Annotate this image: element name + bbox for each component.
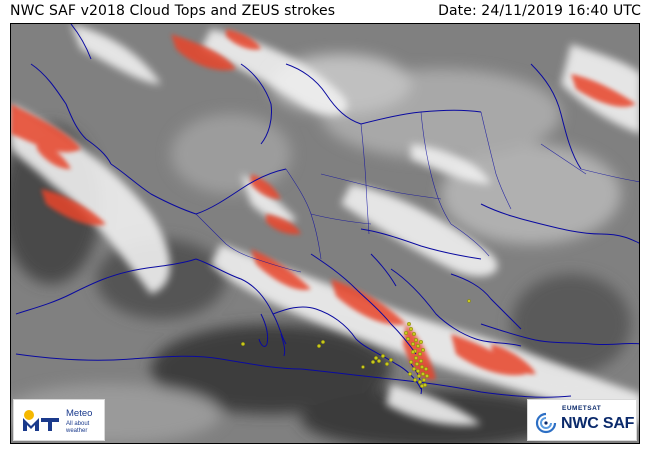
map-title: NWC SAF v2018 Cloud Tops and ZEUS stroke… — [10, 3, 336, 19]
meteo-name: Meteo — [66, 408, 93, 419]
nwcsaf-logo: EUMETSAT NWC SAF — [527, 399, 637, 441]
meteo-m-icon — [23, 410, 59, 431]
borders — [195, 111, 639, 273]
eumetsat-swirl-icon — [535, 412, 557, 434]
nwcsaf-name: NWC SAF — [561, 415, 635, 432]
meteo-logo: Meteo All about weather — [13, 399, 105, 441]
coastlines — [15, 24, 639, 398]
lightning-strokes — [240, 299, 471, 389]
meteo-tagline: All about weather — [66, 421, 90, 434]
eumetsat-label: EUMETSAT — [562, 405, 602, 412]
high-cloud-tops — [11, 29, 636, 380]
cloud-top-imagery — [11, 24, 639, 443]
satellite-map[interactable]: Meteo All about weather EUMETSAT NWC SAF — [10, 23, 640, 444]
map-date: Date: 24/11/2019 16:40 UTC — [438, 3, 641, 19]
